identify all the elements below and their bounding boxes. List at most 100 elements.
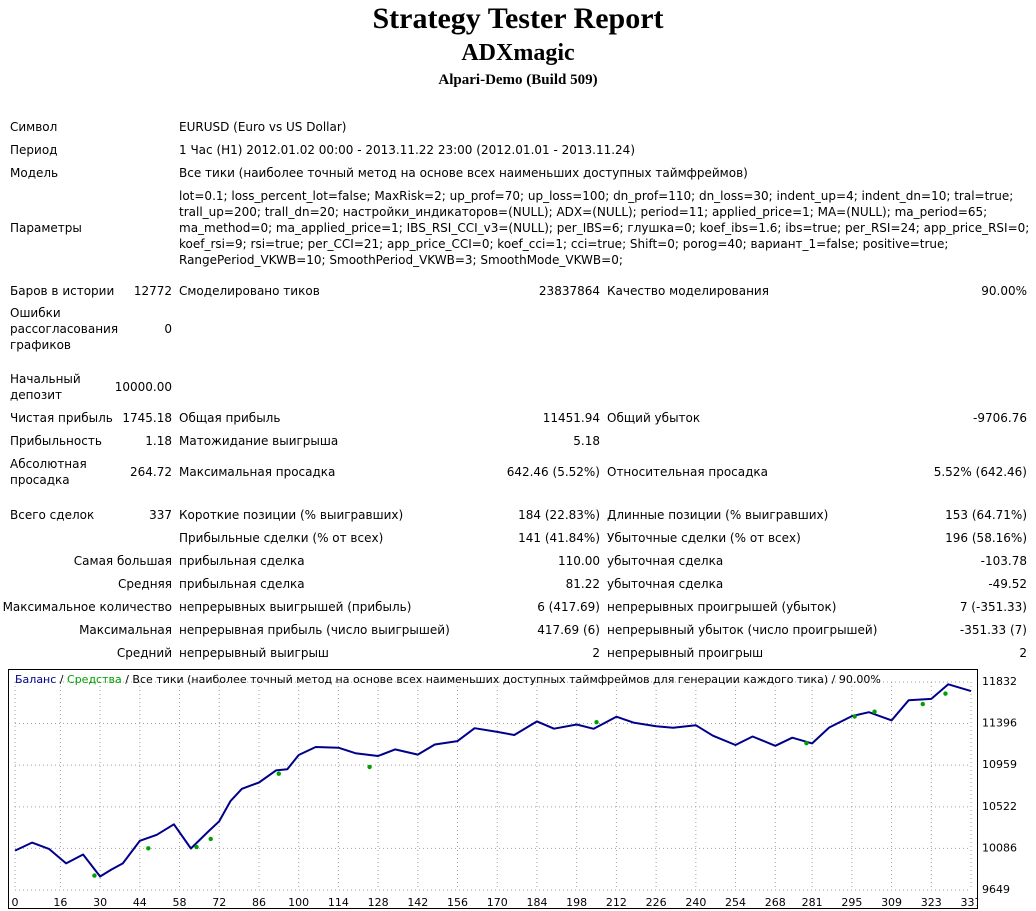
x-tick-label: 226	[646, 896, 667, 908]
equity-point	[194, 844, 199, 850]
maximal-profit-value: 417.69 (6)	[537, 623, 600, 637]
deposit-value: 10000.00	[114, 380, 172, 394]
x-tick-label: 156	[447, 896, 468, 908]
balance-chart-svg: 0 16 30 44 58 72 86 100 114 128 142 156 170 184 198 212…	[12, 681, 978, 908]
y-axis-labels: 9649 10086 10522 10959 11396 11832	[982, 675, 1017, 896]
bars-value: 12772	[133, 284, 172, 298]
equity-point	[943, 691, 948, 696]
equity-point	[92, 873, 97, 878]
maximal-profit-label: непрерывная прибыль (число выигрышей)	[179, 623, 450, 637]
average-loss-value: -49.52	[988, 577, 1027, 591]
x-tick-label: 295	[841, 896, 862, 908]
max-drawdown-label: Максимальная просадка	[179, 465, 336, 479]
x-tick-label: 254	[725, 896, 746, 908]
quality-label: Качество моделирования	[607, 284, 769, 298]
x-tick-label: 142	[407, 896, 428, 908]
average-loss-label: убыточная сделка	[607, 577, 724, 591]
symbol-label: Символ	[10, 120, 58, 134]
quality-value: 90.00%	[981, 284, 1027, 298]
legend-sep: /	[56, 673, 68, 686]
symbol-value: EURUSD (Euro vs US Dollar)	[179, 120, 347, 134]
max-cons-losses-value: 7 (-351.33)	[959, 600, 1027, 614]
x-tick-label: 240	[685, 896, 706, 908]
x-tick-label: 114	[328, 896, 349, 908]
net-profit-label: Чистая прибыль	[10, 411, 113, 425]
long-positions-value: 153 (64.71%)	[945, 508, 1027, 522]
total-trades-label: Всего сделок	[10, 508, 95, 522]
abs-drawdown-value: 264.72	[130, 465, 172, 479]
rel-drawdown-label: Относительная просадка	[607, 465, 769, 479]
equity-point	[146, 846, 151, 851]
bars-label: Баров в истории	[10, 284, 115, 298]
errors-value: 0	[164, 322, 172, 336]
x-tick-label: 268	[765, 896, 786, 908]
period-label: Период	[10, 143, 58, 157]
balance-line	[14, 683, 972, 878]
avg-cons-losses-value: 2	[1019, 646, 1027, 660]
total-trades-value: 337	[149, 508, 172, 522]
balance-chart: 0 16 30 44 58 72 86 100 114 128 142 156 170 184 198 212…	[8, 669, 978, 909]
largest-loss-value: -103.78	[980, 554, 1027, 568]
profit-trades-label: Прибыльные сделки (% от всех)	[179, 531, 384, 545]
x-tick-label: 72	[212, 896, 226, 908]
y-tick-label: 10522	[982, 800, 1017, 813]
x-tick-label: 170	[487, 896, 508, 908]
y-tick-label: 10086	[982, 841, 1017, 854]
gross-loss-label: Общий убыток	[607, 411, 701, 425]
maximal-loss-value: -351.33 (7)	[959, 623, 1027, 637]
server-build: Alpari-Demo (Build 509)	[438, 72, 598, 88]
x-tick-label: 281	[802, 896, 823, 908]
average-label: Средняя	[118, 577, 172, 591]
maximal-loss-label: непрерывный убыток (число проигрышей)	[607, 623, 878, 637]
params-line: ma_method=0; ma_applied_price=1; IBS_RSI…	[179, 221, 1030, 235]
params-label: Параметры	[10, 221, 82, 235]
loss-trades-label: Убыточные сделки (% от всех)	[607, 531, 801, 545]
profit-trades-value: 141 (41.84%)	[518, 531, 600, 545]
y-tick-label: 11832	[982, 675, 1017, 688]
x-tick-label: 0	[12, 896, 19, 908]
avg-cons-losses-label: непрерывный проигрыш	[607, 646, 764, 660]
expected-payoff-label: Матожидание выигрыша	[179, 434, 339, 448]
avg-cons-label: Средний	[116, 646, 172, 660]
gross-profit-value: 11451.94	[542, 411, 600, 425]
x-tick-label: 86	[252, 896, 266, 908]
short-positions-value: 184 (22.83%)	[518, 508, 600, 522]
short-positions-label: Короткие позиции (% выигравших)	[179, 508, 404, 522]
params-line: trall_up=200; trall_dn=20; настройки_инд…	[179, 205, 988, 219]
max-count-label: Максимальное количество	[2, 600, 172, 614]
x-tick-label: 198	[566, 896, 587, 908]
equity-point	[872, 709, 877, 714]
model-label: Модель	[10, 166, 59, 180]
average-profit-label: прибыльная сделка	[179, 577, 305, 591]
profit-factor-label: Прибыльность	[10, 434, 102, 448]
profit-factor-value: 1.18	[145, 434, 172, 448]
x-tick-label: 184	[526, 896, 547, 908]
x-tick-label: 337	[961, 896, 978, 908]
maximal-label: Максимальная	[79, 623, 172, 637]
legend-model: / Все тики (наиболее точный метод на осн…	[121, 673, 881, 686]
params-line: lot=0.1; loss_percent_lot=false; MaxRisk…	[179, 189, 1014, 203]
equity-point	[367, 764, 372, 770]
ticks-label: Смоделировано тиков	[179, 284, 320, 298]
avg-cons-wins-value: 2	[592, 646, 600, 660]
y-tick-label: 9649	[982, 883, 1010, 896]
x-tick-label: 212	[606, 896, 627, 908]
x-tick-label: 58	[173, 896, 187, 908]
max-drawdown-value: 642.46 (5.52%)	[506, 465, 600, 479]
y-tick-label: 10959	[982, 758, 1017, 771]
average-profit-value: 81.22	[565, 577, 600, 591]
x-tick-label: 16	[53, 896, 67, 908]
long-positions-label: Длинные позиции (% выигравших)	[607, 508, 829, 522]
largest-loss-label: убыточная сделка	[607, 554, 724, 568]
max-cons-wins-value: 6 (417.69)	[537, 600, 600, 614]
deposit-label: Начальный депозит	[10, 372, 81, 402]
x-tick-label: 309	[881, 896, 902, 908]
report-title: Strategy Tester Report	[372, 2, 664, 35]
expert-name: ADXmagic	[461, 40, 575, 66]
y-tick-label: 11396	[982, 717, 1017, 730]
expected-payoff-value: 5.18	[573, 434, 600, 448]
legend-equity: Средства	[67, 673, 122, 686]
largest-profit-value: 110.00	[558, 554, 600, 568]
params-line: koef_rsi=9; rsi=true; per_CCI=21; app_pr…	[179, 237, 949, 251]
gross-profit-label: Общая прибыль	[179, 411, 281, 425]
